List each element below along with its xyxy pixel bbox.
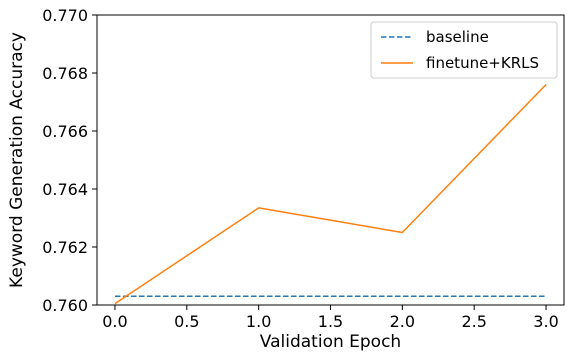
x-tick-label: 0.5 — [174, 312, 199, 331]
y-tick-label: 0.768 — [42, 64, 88, 83]
x-tick-label: 2.5 — [461, 312, 486, 331]
legend-box — [370, 21, 558, 79]
x-tick-label: 3.0 — [533, 312, 558, 331]
y-tick-label: 0.760 — [42, 296, 88, 315]
legend-label: finetune+KRLS — [426, 54, 539, 72]
x-axis-ticks: 0.0 0.5 1.0 1.5 2.0 2.5 3.0 — [102, 305, 559, 331]
y-tick-label: 0.766 — [42, 122, 88, 141]
y-tick-label: 0.762 — [42, 238, 88, 257]
x-tick-label: 2.0 — [390, 312, 415, 331]
legend-label: baseline — [426, 28, 489, 46]
y-axis-ticks: 0.760 0.762 0.764 0.766 0.768 0.770 — [42, 6, 97, 315]
y-tick-label: 0.770 — [42, 6, 88, 25]
x-tick-label: 1.0 — [246, 312, 271, 331]
series-line-finetune-krls — [114, 84, 547, 305]
y-tick-label: 0.764 — [42, 180, 88, 199]
y-axis-label: Keyword Generation Accuracy — [7, 32, 27, 288]
x-axis-label: Validation Epoch — [260, 332, 401, 352]
x-tick-label: 1.5 — [318, 312, 343, 331]
x-tick-label: 0.0 — [102, 312, 127, 331]
series-layer — [114, 84, 547, 305]
legend: baseline finetune+KRLS — [370, 21, 558, 79]
